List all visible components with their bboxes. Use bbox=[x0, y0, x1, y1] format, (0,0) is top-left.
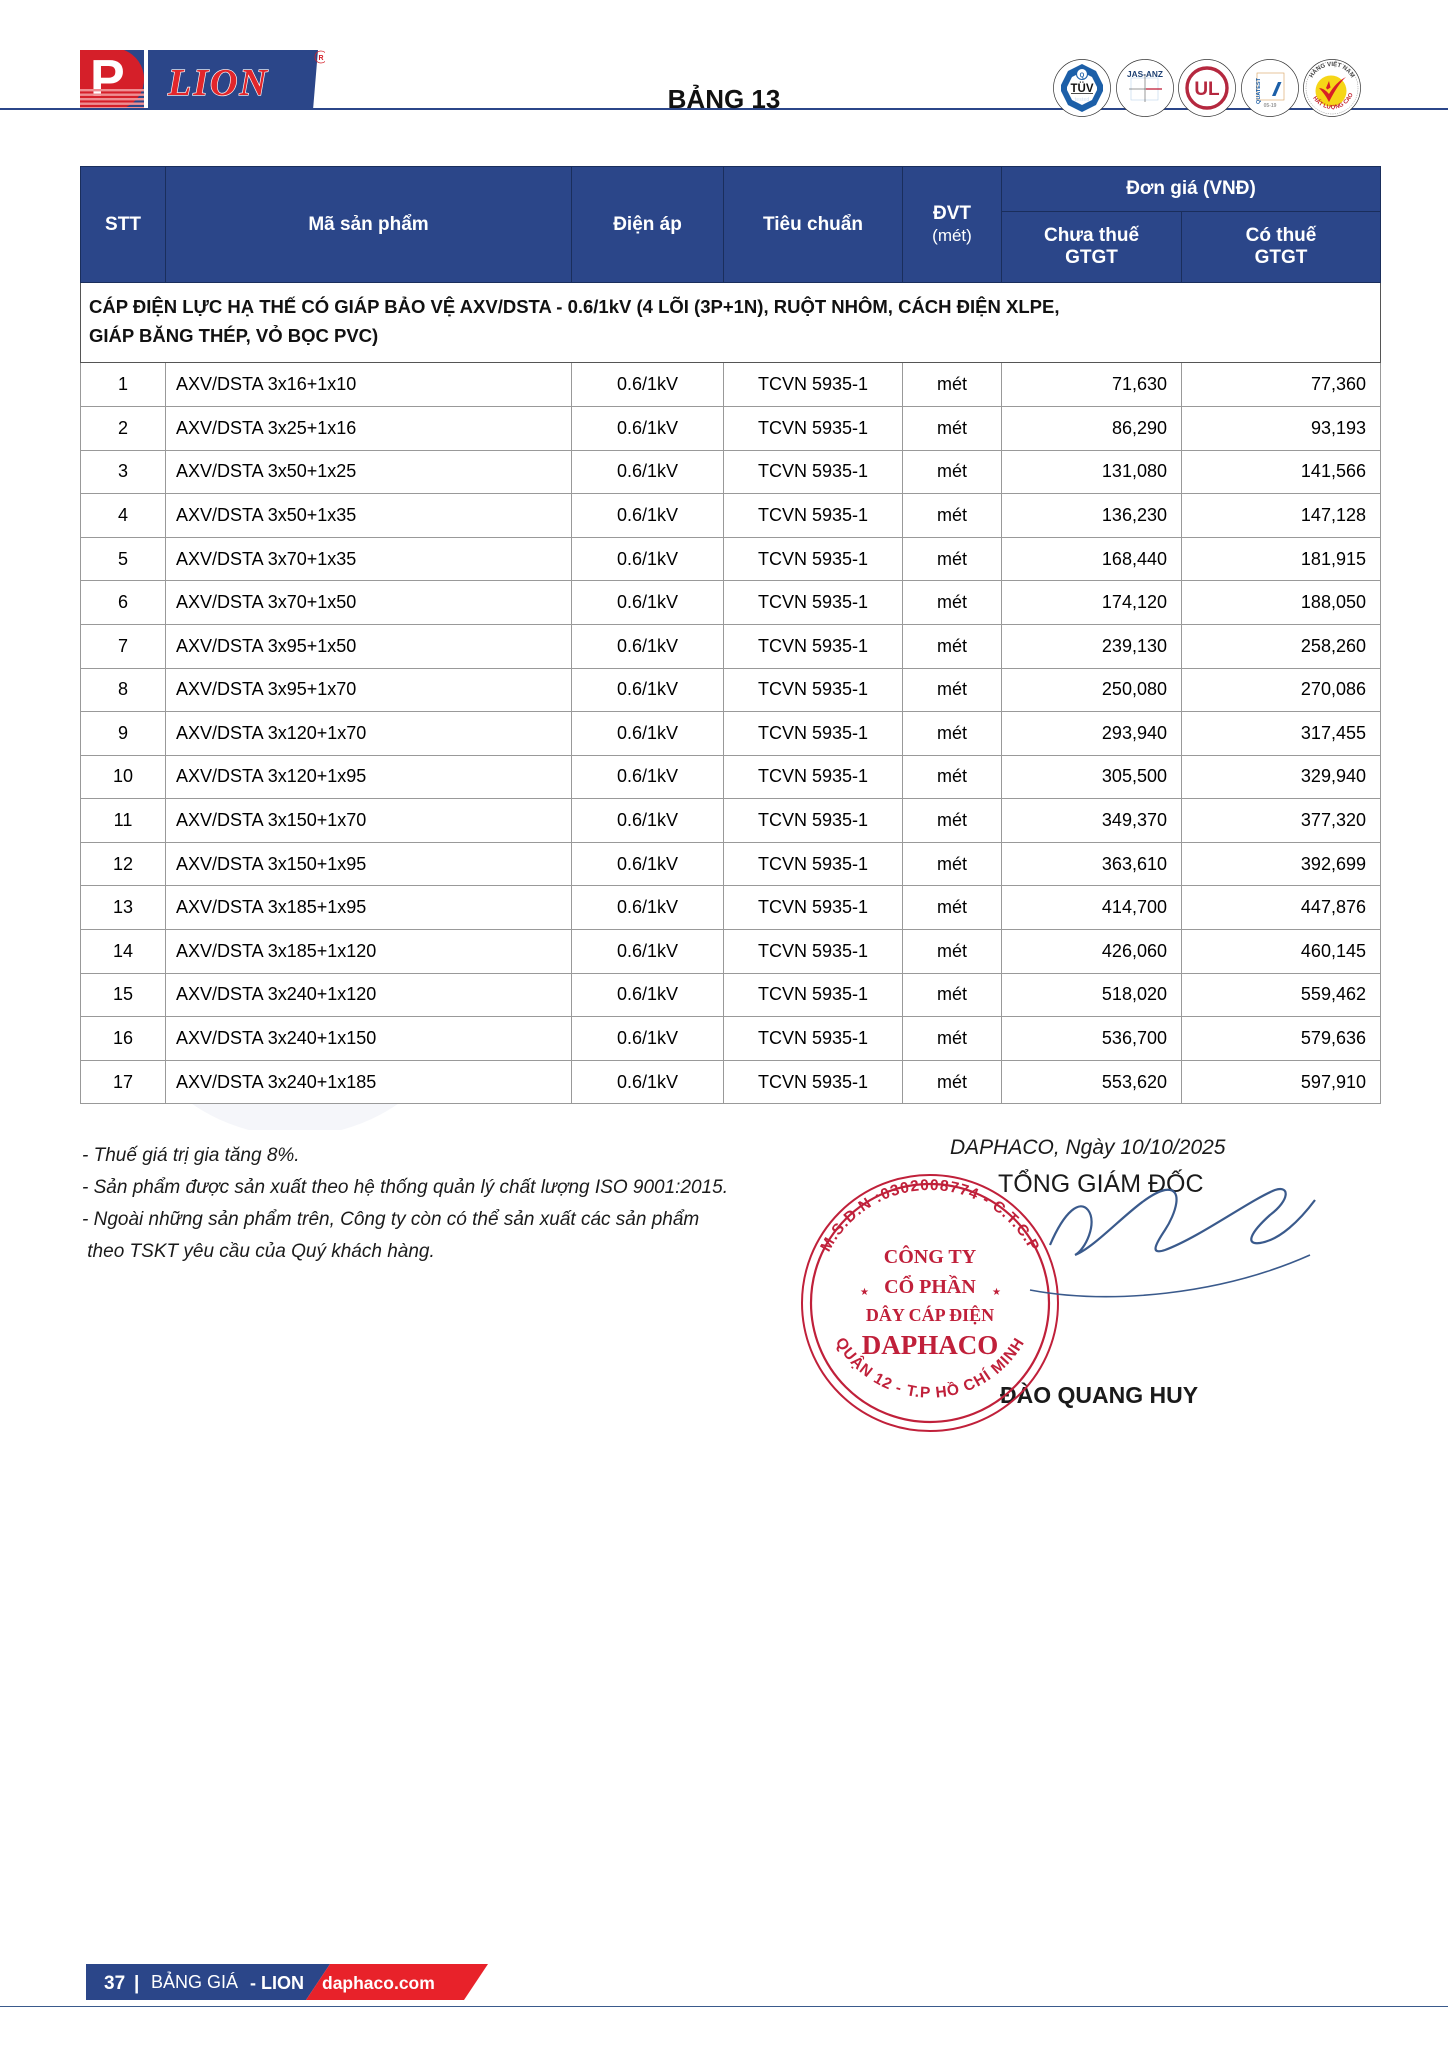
svg-text:- LION: - LION bbox=[250, 1973, 304, 1993]
svg-text:R: R bbox=[318, 55, 323, 62]
svg-text:daphaco.com: daphaco.com bbox=[322, 1973, 435, 1993]
svg-text:DAPHACO: DAPHACO bbox=[862, 1330, 999, 1360]
svg-text:★: ★ bbox=[860, 1287, 869, 1298]
svg-text:BẢNG GIÁ: BẢNG GIÁ bbox=[151, 1971, 238, 1992]
svg-text:CÔNG TY: CÔNG TY bbox=[884, 1244, 977, 1268]
svg-text:|: | bbox=[134, 1973, 139, 1994]
svg-text:37: 37 bbox=[104, 1973, 125, 1994]
svg-text:CỔ PHẦN: CỔ PHẦN bbox=[884, 1274, 976, 1298]
svg-text:DÂY CÁP ĐIỆN: DÂY CÁP ĐIỆN bbox=[866, 1304, 994, 1325]
svg-text:Q: Q bbox=[1080, 73, 1085, 79]
